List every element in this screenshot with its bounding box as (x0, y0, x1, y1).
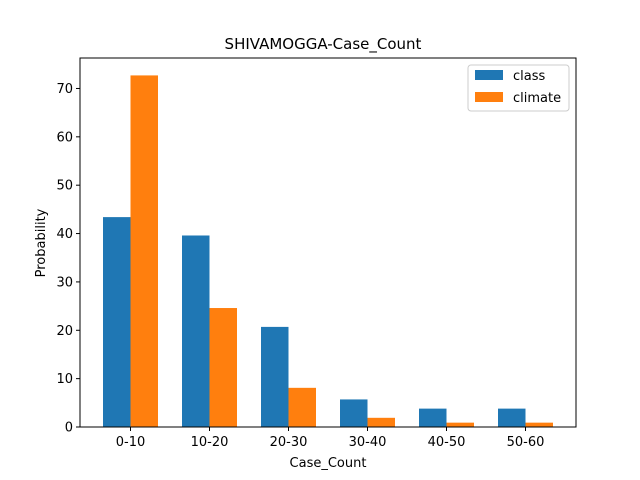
legend-label-class: class (513, 69, 545, 84)
legend-label-climate: climate (513, 91, 561, 106)
x-tick-label: 20-30 (270, 435, 308, 450)
legend-swatch-climate (475, 92, 503, 102)
y-tick-label: 30 (56, 275, 73, 290)
bar-climate-20-30 (288, 387, 316, 427)
y-tick-label: 70 (56, 82, 73, 97)
bar-class-40-50 (419, 408, 447, 427)
legend-swatch-class (475, 70, 503, 80)
y-axis-title: Probability (34, 208, 49, 277)
y-tick-label: 0 (65, 421, 73, 436)
x-axis-ticks: 0-10 10-20 20-30 30-40 40-50 50-60 (116, 427, 545, 450)
bar-class-0-10 (103, 217, 131, 427)
bar-climate-10-20 (209, 308, 237, 427)
y-tick-label: 50 (56, 179, 73, 194)
y-axis-ticks: 0 10 20 30 40 50 60 70 (56, 82, 80, 436)
chart-title: SHIVAMOGGA-Case_Count (225, 35, 422, 54)
bar-climate-0-10 (130, 75, 158, 427)
x-tick-label: 0-10 (116, 435, 146, 450)
x-axis-title: Case_Count (290, 456, 367, 471)
bar-climate-50-60 (525, 422, 553, 427)
y-tick-label: 40 (56, 227, 73, 242)
bar-class-10-20 (182, 235, 210, 427)
bar-climate-40-50 (446, 422, 474, 427)
bar-climate-30-40 (367, 417, 395, 427)
y-tick-label: 20 (56, 324, 73, 339)
x-tick-label: 50-60 (507, 435, 545, 450)
x-tick-label: 40-50 (428, 435, 466, 450)
legend: class climate (467, 64, 570, 112)
bar-class-30-40 (340, 399, 368, 427)
y-tick-label: 10 (56, 372, 73, 387)
bars-group (103, 75, 553, 427)
x-tick-label: 30-40 (349, 435, 387, 450)
y-tick-label: 60 (56, 130, 73, 145)
x-tick-label: 10-20 (191, 435, 229, 450)
plot-frame (79, 57, 577, 428)
bar-class-20-30 (261, 326, 289, 427)
bar-class-50-60 (498, 408, 526, 427)
